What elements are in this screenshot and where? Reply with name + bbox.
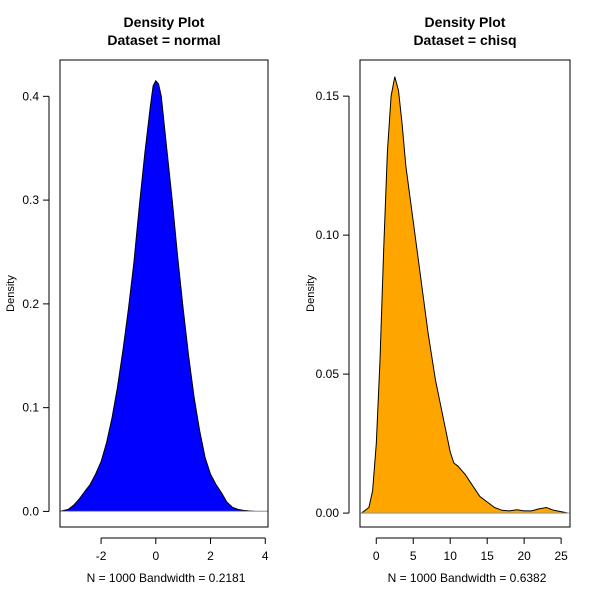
density-plot-chisq: Density Plot Dataset = chisq 0 5 10 15 20 25 0.0… (300, 0, 600, 600)
x-axis-label: N = 1000 Bandwidth = 0.2181 (87, 571, 246, 585)
plot-frame (59, 59, 269, 528)
x-tick-label: 20 (517, 549, 531, 563)
x-tick-label: 4 (262, 549, 269, 563)
x-tick-label: 10 (444, 549, 458, 563)
y-tick-label: 0.15 (316, 89, 340, 103)
x-tick-label: 25 (554, 549, 568, 563)
x-tick-label: 0 (152, 549, 159, 563)
y-tick-label: 0.1 (22, 401, 39, 415)
x-tick-label: 0 (373, 549, 380, 563)
chart-svg: Density Plot Dataset = chisq 0 5 10 15 20 25 0.0… (305, 14, 571, 585)
chart-title: Density Plot (124, 14, 205, 30)
x-tick-label: 15 (481, 549, 495, 563)
y-tick-label: 0.05 (316, 367, 340, 381)
y-tick-label: 0.00 (316, 506, 340, 520)
x-axis-label: N = 1000 Bandwidth = 0.6382 (388, 571, 547, 585)
x-tick-label: 5 (410, 549, 417, 563)
y-tick-label: 0.0 (22, 504, 39, 518)
y-tick-label: 0.3 (22, 193, 39, 207)
x-tick-label: -2 (96, 549, 107, 563)
y-tick-label: 0.2 (22, 297, 39, 311)
chart-title: Density Plot (425, 14, 506, 30)
chart-svg: Density Plot Dataset = normal -2 0 2 4 0.0 0.1 0… (5, 14, 269, 585)
y-tick-label: 0.10 (316, 228, 340, 242)
density-area (360, 76, 569, 514)
density-plot-normal: Density Plot Dataset = normal -2 0 2 4 0.0 0.1 0… (5, 14, 269, 585)
plot-frame (359, 59, 571, 528)
x-tick-label: 2 (207, 549, 214, 563)
y-tick-label: 0.4 (22, 89, 39, 103)
chart-subtitle: Dataset = normal (107, 32, 220, 48)
y-axis-label: Density (305, 275, 317, 312)
density-area (59, 79, 269, 512)
chart-subtitle: Dataset = chisq (413, 32, 516, 48)
y-axis-label: Density (5, 275, 17, 312)
